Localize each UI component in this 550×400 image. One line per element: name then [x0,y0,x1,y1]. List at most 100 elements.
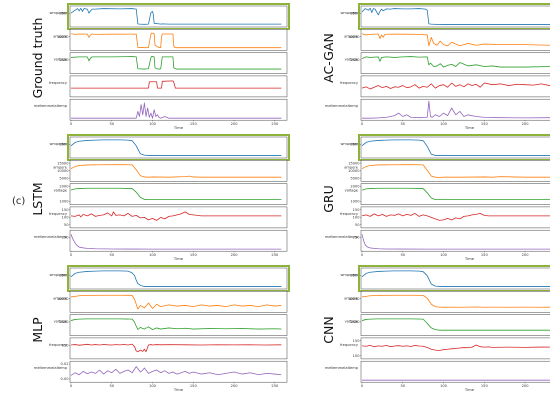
y-tick-label: 100 [62,215,70,219]
subplot-frame-wmpower [360,5,550,28]
series-line-ampere [70,32,282,49]
x-axis-label: Time [173,125,184,130]
series-line-meltemmelaltemp [361,234,550,250]
series-line-voltage [361,187,550,201]
y-tick-label: 2000 [350,185,360,189]
x-tick-label: 50 [109,122,114,126]
y-tick-label: 100 [353,215,361,219]
series-line-voltage [361,318,550,331]
series-line-wmpower [70,270,282,287]
x-tick-label: 150 [481,122,489,126]
series-label: voltage [345,58,359,62]
subplot-frame-frequency [69,337,288,360]
series-line-wmpower [70,139,282,156]
series-line-ampere [70,294,282,310]
y-tick-label: 2500 [59,320,69,324]
y-tick-label: 15000 [348,161,360,165]
y-tick-label: 50 [64,223,69,227]
x-tick-label: 0 [361,253,364,257]
x-tick-label: 0 [361,384,364,388]
series-label: frequency [49,81,68,85]
y-tick-label: 2500 [59,12,69,16]
subplot-frame-ampere [360,29,550,51]
subplot-frame-ampere [360,160,550,182]
x-tick-label: 200 [522,384,530,388]
highlight-box [67,265,290,292]
chart-panel-ac-gan: AC-GANwmpower2500ampere10000voltage2500f… [321,3,550,130]
subplot-frame-frequency [69,75,288,98]
y-tick-label: 10000 [348,169,360,173]
subplot-frame-wmpower [69,267,288,290]
series-line-ampere [361,294,550,308]
y-tick-label: 2500 [350,274,360,278]
y-tick-label: 2500 [350,58,360,62]
y-tick-label: 2500 [350,143,360,147]
series-label: frequency [340,81,359,85]
chart-title: CNN [321,316,336,343]
highlight-box [67,134,290,161]
series-label: voltage [54,189,68,193]
series-label: ampere [344,34,359,38]
subplot-frame-voltage [69,183,288,205]
subplot-frame-voltage [360,183,550,205]
x-tick-label: 200 [522,253,530,257]
y-tick-label: 2500 [59,143,69,147]
x-tick-label: 250 [271,253,279,257]
series-label: ampere [344,296,359,300]
figure-label: (c) [12,196,25,207]
subplot-frame-meltemmelaltemp [360,360,550,383]
series-label: frequency [340,343,359,347]
series-label: wmpower [340,273,358,277]
subplot-frame-ampere [69,160,288,182]
y-tick-label: 2500 [350,12,360,16]
x-tick-label: 100 [149,253,157,257]
y-tick-label: 50 [355,223,360,227]
subplot-frame-meltemmelaltemp [69,98,288,121]
x-tick-label: 100 [440,253,448,257]
series-line-frequency [70,211,282,221]
y-tick-label: 2500 [59,274,69,278]
y-tick-label: 5000 [350,176,360,180]
x-tick-label: 100 [440,384,448,388]
series-line-wmpower [361,139,550,156]
subplot-frame-ampere [360,291,550,313]
subplot-frame-voltage [360,314,550,336]
series-label: wmpower [49,11,67,15]
highlight-box [358,3,550,30]
x-axis-label: Time [464,387,475,392]
x-tick-label: 0 [70,122,73,126]
y-tick-label: 150 [62,343,70,347]
x-tick-label: 100 [440,122,448,126]
chart-panel-mlp: MLPwmpower2500ampere10000voltage2500freq… [30,265,290,392]
series-label: voltage [54,320,68,324]
subplot-frame-voltage [69,52,288,74]
series-line-meltemmelaltemp [362,379,550,381]
y-tick-label: 2500 [59,58,69,62]
x-axis-label: Time [464,125,475,130]
x-tick-label: 150 [190,384,198,388]
x-tick-label: 50 [109,384,114,388]
subplot-frame-wmpower [360,267,550,290]
series-label: voltage [345,320,359,324]
series-line-voltage [70,318,282,331]
series-label: ampere [53,34,68,38]
chart-panel-gru: GRUwmpower2500ampere15000100005000voltag… [321,134,550,261]
series-label: wmpower [49,142,67,146]
series-label: meltemmelaltemp [325,104,359,108]
y-tick-label: 1000 [59,200,69,204]
series-label: meltemmelaltemp [34,235,68,239]
series-label: frequency [49,212,68,216]
y-tick-label: 1000 [350,200,360,204]
series-line-meltemmelaltemp [70,366,282,376]
series-line-wmpower [70,7,282,25]
series-line-meltemmelaltemp [362,100,550,119]
y-tick-label: 250 [353,236,361,240]
chart-panel-ground-truth: Ground truthwmpower2500ampere10000voltag… [30,3,290,130]
chart-title: GRU [321,185,336,213]
subplot-frame-frequency [69,206,288,229]
series-label: wmpower [340,11,358,15]
y-tick-label: 10000 [348,297,360,301]
y-tick-label: 250 [62,236,70,240]
y-tick-label: 150 [353,208,361,212]
